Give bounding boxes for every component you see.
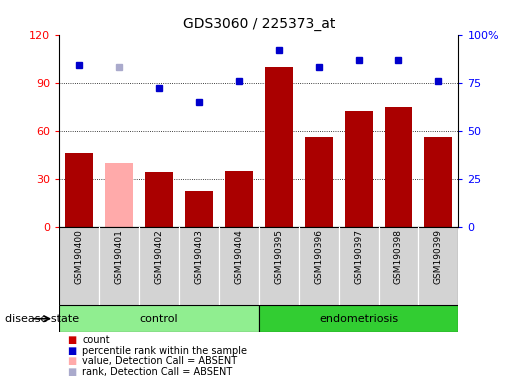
Bar <box>259 305 458 332</box>
Text: GSM190404: GSM190404 <box>234 229 243 284</box>
Text: GSM190403: GSM190403 <box>195 229 203 284</box>
Bar <box>379 227 418 305</box>
Bar <box>65 153 93 227</box>
Bar <box>259 227 299 305</box>
Text: ■: ■ <box>67 356 76 366</box>
Bar <box>99 227 139 305</box>
Bar <box>418 227 458 305</box>
Text: GSM190402: GSM190402 <box>154 229 163 284</box>
Bar <box>145 172 173 227</box>
Bar <box>305 137 333 227</box>
Bar <box>185 191 213 227</box>
Text: ■: ■ <box>67 335 76 345</box>
Bar <box>299 227 339 305</box>
Text: GSM190400: GSM190400 <box>75 229 83 284</box>
Bar <box>105 162 133 227</box>
Text: value, Detection Call = ABSENT: value, Detection Call = ABSENT <box>82 356 237 366</box>
Text: control: control <box>140 314 178 324</box>
Bar <box>339 227 379 305</box>
Bar <box>385 107 413 227</box>
Text: ■: ■ <box>67 367 76 377</box>
Bar <box>225 170 253 227</box>
Title: GDS3060 / 225373_at: GDS3060 / 225373_at <box>183 17 335 31</box>
Text: GSM190397: GSM190397 <box>354 229 363 284</box>
Text: GSM190395: GSM190395 <box>274 229 283 284</box>
Bar <box>59 227 99 305</box>
Text: endometriosis: endometriosis <box>319 314 398 324</box>
Bar <box>345 111 372 227</box>
Bar <box>265 66 293 227</box>
Text: GSM190396: GSM190396 <box>314 229 323 284</box>
Bar <box>424 137 452 227</box>
Text: GSM190398: GSM190398 <box>394 229 403 284</box>
Text: count: count <box>82 335 110 345</box>
Bar <box>139 227 179 305</box>
Text: disease state: disease state <box>5 314 79 324</box>
Bar <box>219 227 259 305</box>
Text: percentile rank within the sample: percentile rank within the sample <box>82 346 247 356</box>
Bar <box>59 305 259 332</box>
Text: rank, Detection Call = ABSENT: rank, Detection Call = ABSENT <box>82 367 233 377</box>
Text: ■: ■ <box>67 346 76 356</box>
Text: GSM190401: GSM190401 <box>115 229 124 284</box>
Text: GSM190399: GSM190399 <box>434 229 443 284</box>
Bar <box>179 227 219 305</box>
